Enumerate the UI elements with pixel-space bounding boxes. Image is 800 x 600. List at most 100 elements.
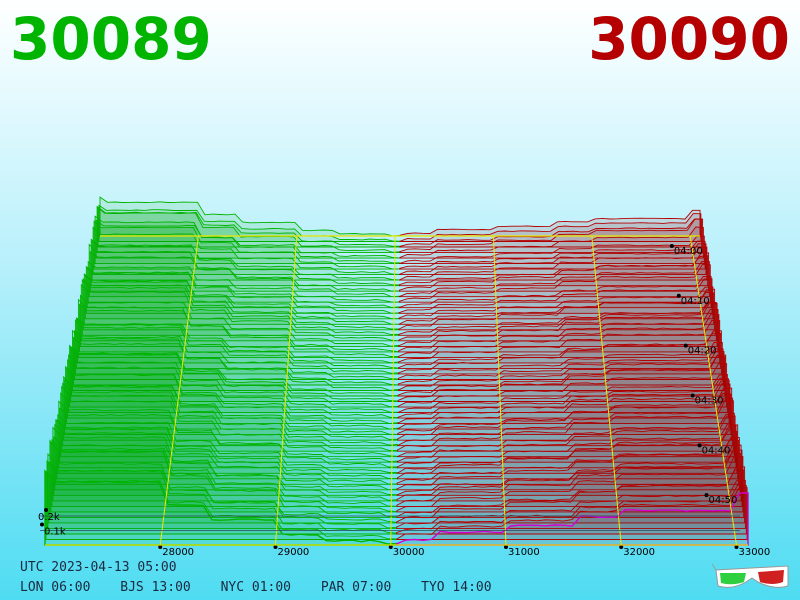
chart-labels: 28000 29000 30000 31000 32000 33000 0.1k 0.2k 04… bbox=[38, 246, 770, 558]
price-grid-line bbox=[689, 235, 737, 546]
bid-depth-slice bbox=[58, 400, 398, 469]
price-grid-line bbox=[159, 235, 199, 546]
price-tick-label: 30000 bbox=[393, 547, 425, 558]
price-tick-mark bbox=[158, 545, 163, 549]
ask-depth-slice bbox=[399, 209, 701, 237]
bid-depth-slice bbox=[82, 278, 400, 331]
chart-grid bbox=[40, 235, 748, 549]
bid-depth-slice bbox=[92, 226, 401, 276]
ask-depth-slice bbox=[397, 330, 722, 375]
ask-depth-slice bbox=[396, 444, 742, 502]
bid-depth-slice bbox=[59, 407, 398, 463]
bid-depth-slice bbox=[64, 378, 399, 436]
time-tick-label: 04:40 bbox=[702, 445, 731, 456]
time-tick-mark bbox=[704, 493, 709, 498]
ask-depth-slice bbox=[399, 240, 706, 270]
ask-depth-slice bbox=[399, 235, 705, 265]
ask-depth-slice bbox=[396, 484, 747, 535]
zone-clock: PAR 07:00 bbox=[320, 580, 392, 595]
bid-depth-slice bbox=[80, 283, 399, 342]
price-tick-label: 31000 bbox=[508, 547, 540, 558]
bid-depth-slice bbox=[88, 243, 400, 298]
ask-depth-slice bbox=[397, 377, 729, 419]
bid-depth-slice bbox=[74, 330, 399, 380]
time-tick-label: 04:50 bbox=[709, 495, 738, 506]
bid-depth-slice bbox=[55, 418, 398, 485]
bid-depth-slice bbox=[49, 439, 398, 518]
ask-price: 30090 bbox=[588, 5, 790, 73]
ask-depth-slice bbox=[398, 252, 710, 292]
ask-depth-slice bbox=[399, 243, 707, 276]
ask-depth-slice bbox=[396, 437, 740, 491]
price-tick-mark bbox=[619, 545, 624, 549]
bid-depth-slice bbox=[51, 438, 398, 507]
bid-depth-slice bbox=[73, 336, 399, 386]
ask-depth-slice bbox=[397, 412, 735, 458]
utc-time: UTC 2023-04-13 05:00 bbox=[20, 560, 177, 575]
price-grid-line bbox=[492, 235, 507, 546]
bid-depth-slice bbox=[98, 204, 401, 242]
ask-depth-slice bbox=[396, 455, 744, 513]
bid-depth-slice bbox=[44, 469, 398, 546]
zone-clock: LON 06:00 bbox=[20, 580, 91, 595]
time-tick-mark bbox=[669, 243, 674, 248]
bid-depth-slice bbox=[72, 329, 399, 391]
ask-depth-slice bbox=[398, 301, 717, 342]
price-tick-mark bbox=[503, 545, 508, 549]
price-tick-mark bbox=[388, 545, 393, 549]
bid-depth-slice bbox=[63, 375, 399, 441]
time-tick-label: 04:00 bbox=[674, 246, 703, 257]
ask-depth-slice bbox=[399, 218, 704, 254]
bid-depth-slice bbox=[61, 385, 399, 452]
ask-depth-slice bbox=[397, 387, 733, 441]
depth-tick-mark bbox=[44, 508, 48, 512]
bid-depth-slice bbox=[75, 317, 399, 369]
zone-clock: BJS 13:00 bbox=[120, 580, 191, 595]
time-tick-label: 04:30 bbox=[695, 395, 724, 406]
price-tick-label: 32000 bbox=[623, 547, 655, 558]
ask-depth-slice bbox=[397, 363, 728, 408]
bid-depth-slice bbox=[68, 354, 399, 414]
bid-depth-slice bbox=[96, 205, 401, 254]
time-tick-mark bbox=[690, 393, 695, 398]
ask-depth-slice bbox=[396, 424, 739, 480]
ask-depth-slice bbox=[399, 226, 704, 259]
price-grid-line bbox=[274, 235, 298, 546]
ask-depth-slice bbox=[397, 383, 731, 430]
bid-depth-slice bbox=[60, 392, 398, 458]
bid-depth-slice bbox=[85, 265, 400, 314]
bid-depth-slice bbox=[83, 273, 400, 325]
ask-depth-slice bbox=[398, 302, 718, 347]
ask-depth-slice bbox=[399, 218, 703, 248]
depth-tick-label: 0.2k bbox=[38, 512, 60, 523]
ask-depth-slice bbox=[397, 374, 728, 414]
price-tick-label: 29000 bbox=[277, 547, 309, 558]
ask-depth-slice bbox=[396, 415, 736, 463]
ask-depth-slice bbox=[397, 355, 726, 397]
ask-depth-slice bbox=[397, 379, 730, 425]
bid-depth-slice bbox=[74, 319, 399, 375]
zone-clock: NYC 01:00 bbox=[220, 580, 292, 595]
ask-depth-slice bbox=[396, 438, 740, 485]
bid-depth-slice bbox=[93, 220, 400, 270]
3d-glasses-icon[interactable] bbox=[712, 560, 792, 594]
price-grid-line bbox=[390, 235, 396, 546]
ask-depth-slice bbox=[396, 466, 746, 524]
ask-depth-slice bbox=[398, 263, 711, 303]
ask-depth-slice bbox=[398, 276, 712, 309]
bid-depth-slice bbox=[52, 426, 398, 502]
bid-surface bbox=[44, 196, 401, 546]
time-tick-mark bbox=[697, 443, 702, 448]
bid-depth-slice bbox=[56, 418, 398, 480]
bid-depth-slice bbox=[57, 413, 398, 474]
bid-depth-slice bbox=[95, 219, 400, 259]
ask-depth-slice bbox=[398, 301, 716, 336]
bid-depth-slice bbox=[77, 298, 400, 358]
ask-depth-slice bbox=[397, 350, 725, 391]
depth-tick-mark bbox=[40, 522, 44, 527]
ask-depth-slice bbox=[398, 288, 716, 331]
time-tick-mark bbox=[676, 293, 681, 298]
ask-depth-slice bbox=[395, 492, 749, 546]
ask-depth-slice bbox=[398, 313, 720, 358]
